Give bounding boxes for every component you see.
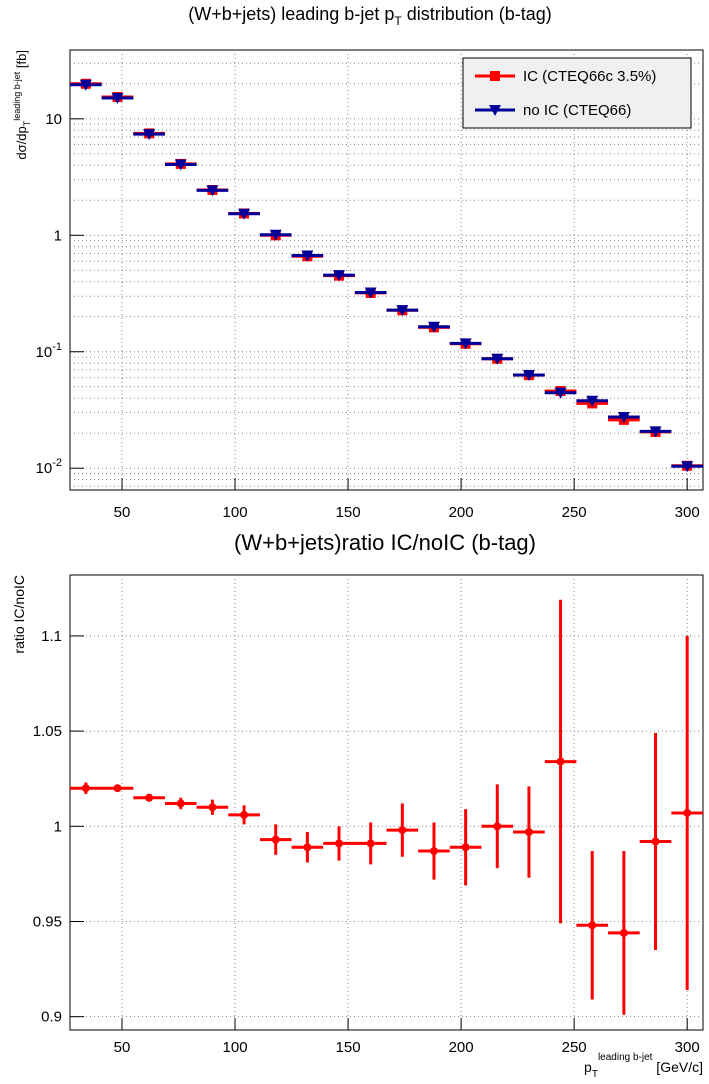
ylabel-after: [fb] [14,50,29,72]
marker [301,250,314,262]
marker [208,803,217,812]
marker [491,353,504,365]
marker [617,412,630,424]
y-tick-label: 10 [45,111,62,128]
legend-marker [489,105,501,116]
tick-base: 10 [36,344,53,361]
y-tick-label: 10-2 [36,457,62,477]
marker [681,461,694,473]
marker [493,822,502,831]
xlabel-sub: T [592,1069,598,1080]
marker [333,270,346,282]
y-tick-label: 0.9 [41,1009,62,1026]
marker [398,826,407,835]
xlabel-text: p [584,1059,592,1075]
x-tick-label: 50 [114,504,131,521]
x-tick-label: 300 [675,504,700,521]
marker [556,757,565,766]
legend-label: no IC (CTEQ66) [523,102,631,119]
marker [240,810,249,819]
xlabel-after: [GeV/c] [652,1059,703,1075]
marker [588,921,597,930]
marker [79,79,92,91]
marker [459,338,472,350]
y-axis-title: dσ/dpTleading b-jet [fb] [12,50,32,160]
x-tick-label: 250 [562,1039,587,1056]
marker [143,129,156,141]
marker [524,828,533,837]
marker [554,387,567,399]
marker [145,793,154,802]
legend-box [462,57,692,129]
marker [651,837,660,846]
marker [649,426,662,438]
marker [522,369,535,381]
tick-base: 10 [36,460,53,477]
marker [586,395,599,407]
x-tick-label: 100 [223,1039,248,1056]
marker [238,208,251,220]
y-tick-label: 1 [54,227,62,244]
y-tick-label: 1.05 [33,723,62,740]
marker [364,287,377,299]
ylabel-sup: leading b-jet [12,71,22,121]
marker [206,185,219,197]
xlabel-sup: leading b-jet [598,1052,653,1063]
marker [335,839,344,848]
title-after: distribution (b-tag) [402,4,552,24]
ylabel-text: dσ/dp [14,126,29,159]
x-tick-label: 150 [336,1039,361,1056]
marker [269,229,282,241]
x-tick-label: 250 [562,504,587,521]
chart-title: (W+b+jets) leading b-jet pT distribution… [188,4,552,28]
marker [174,159,187,171]
x-tick-label: 50 [114,1039,131,1056]
plot-frame [69,574,704,1031]
y-tick-label: 1.1 [41,628,62,645]
x-tick-label: 150 [336,504,361,521]
marker [271,835,280,844]
tick-exponent: -2 [52,457,62,469]
x-tick-label: 200 [449,504,474,521]
marker [619,928,628,937]
marker [111,92,124,104]
title-text: (W+b+jets) leading b-jet p [188,4,394,24]
chart-title: (W+b+jets)ratio IC/noIC (b-tag) [234,530,536,555]
y-tick-label: 1 [54,818,62,835]
marker [303,843,312,852]
y-axis-title: ratio IC/noIC [11,575,27,654]
marker [683,808,692,817]
marker [429,847,438,856]
marker [176,799,185,808]
marker [366,839,375,848]
y-tick-label: 0.95 [33,913,62,930]
marker [113,784,122,793]
marker [427,321,440,333]
x-axis-title: pTleading b-jet [GeV/c] [584,1052,703,1080]
marker [81,784,90,793]
marker [396,305,409,317]
legend-label: IC (CTEQ66c 3.5%) [523,68,656,85]
x-tick-label: 300 [675,1039,700,1056]
title-sub: T [394,14,402,28]
legend-marker [490,71,500,81]
x-tick-label: 100 [223,504,248,521]
x-tick-label: 200 [449,1039,474,1056]
tick-exponent: -1 [52,341,62,353]
ylabel-sub: T [22,120,32,126]
y-tick-label: 10-1 [36,341,62,361]
marker [461,843,470,852]
